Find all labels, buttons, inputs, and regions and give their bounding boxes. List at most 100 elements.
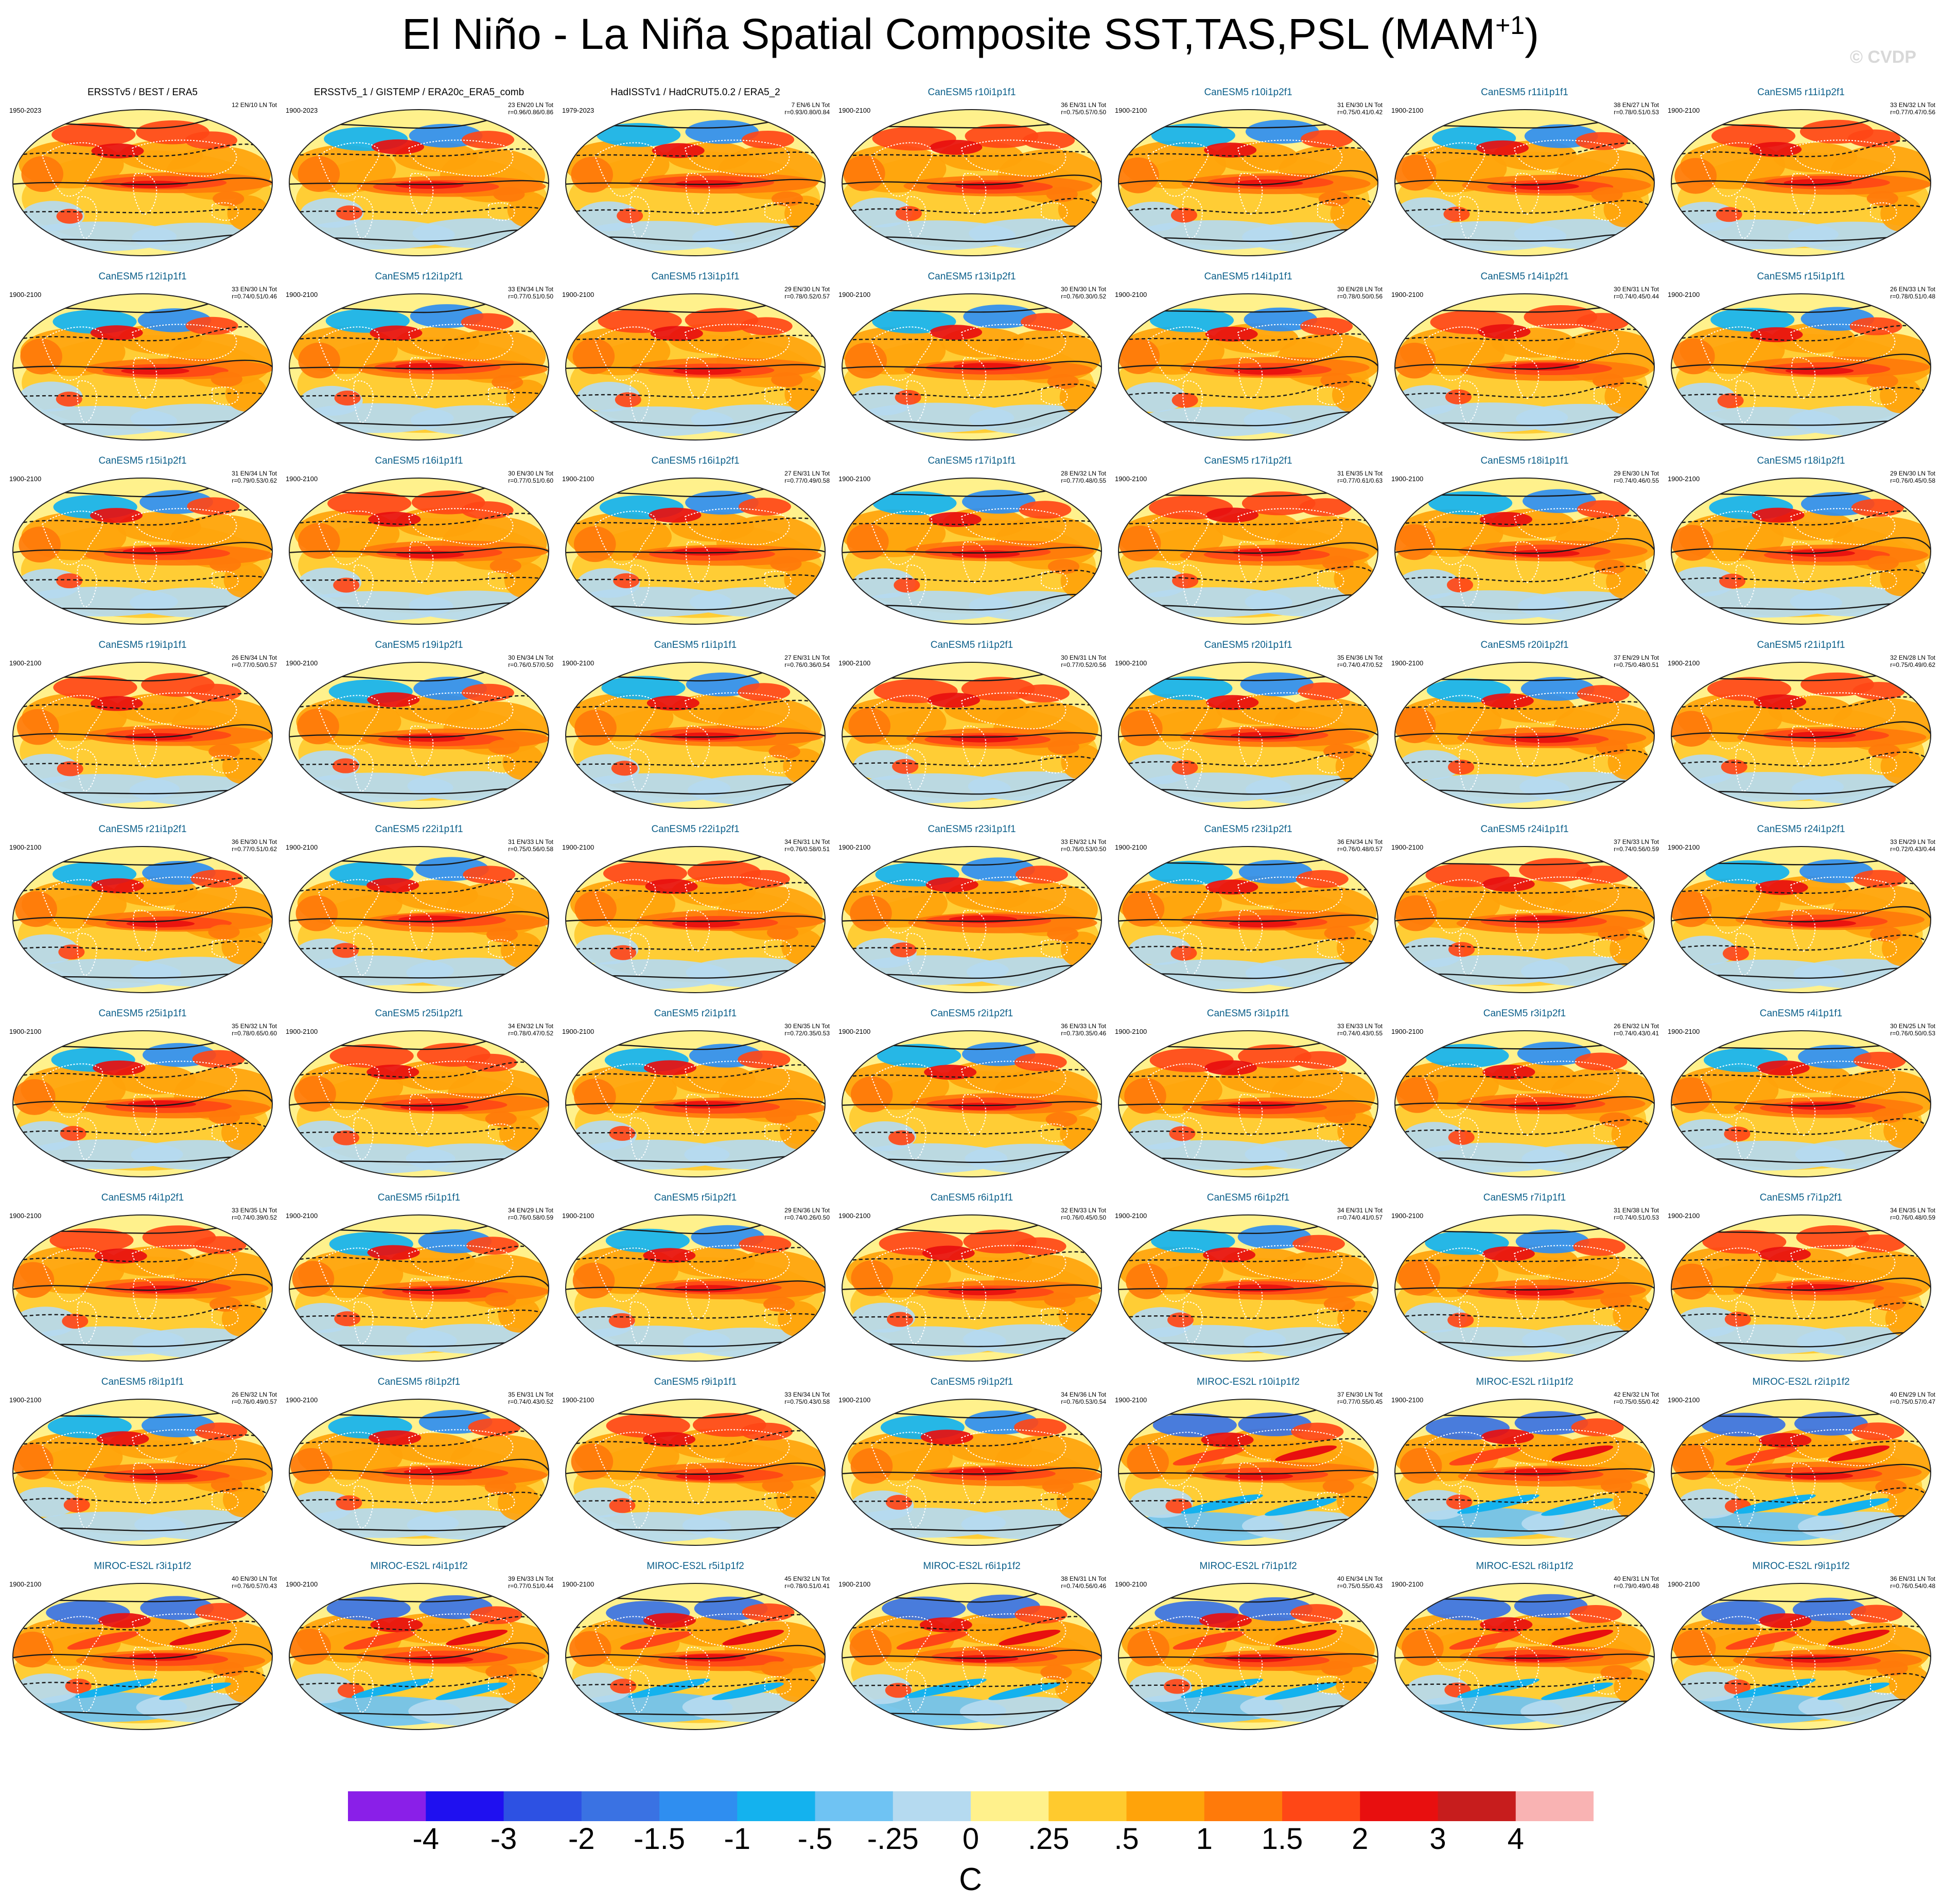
composite-map	[1671, 662, 1931, 809]
panel-event-counts: 37 EN/33 LN Tot	[1614, 838, 1659, 845]
map-panel: CanESM5 r5i1p2f1 1900-2100 29 EN/36 LN Tot…	[559, 1193, 832, 1373]
map-panel: MIROC-ES2L r7i1p1f2 1900-2100 40 EN/34 LN …	[1112, 1561, 1385, 1741]
panel-period: 1900-2100	[838, 475, 871, 483]
colorbar-swatch	[348, 1791, 426, 1821]
panel-correlations: r=0.77/0.51/0.44	[508, 1582, 553, 1590]
panel-title: MIROC-ES2L r4i1p1f2	[370, 1561, 468, 1572]
panel-event-counts: 38 EN/31 LN Tot	[1061, 1575, 1106, 1582]
panel-period: 1900-2100	[1115, 659, 1147, 667]
panel-period: 1900-2100	[1391, 1028, 1424, 1035]
panel-title: CanESM5 r11i1p1f1	[1481, 87, 1568, 98]
panel-correlations: r=0.75/0.43/0.58	[784, 1398, 830, 1405]
figure-title-main: El Niño - La Niña Spatial Composite SST,…	[401, 10, 1496, 58]
map-panel: CanESM5 r16i1p2f1 1900-2100 27 EN/31 LN To…	[559, 456, 832, 636]
panel-period: 1900-2100	[562, 1212, 594, 1220]
panel-event-counts: 29 EN/30 LN Tot	[1614, 470, 1659, 477]
panel-period: 1900-2100	[562, 659, 594, 667]
panel-correlations: r=0.74/0.43/0.52	[508, 1398, 553, 1405]
composite-map	[842, 846, 1102, 993]
panel-period: 1900-2100	[1668, 1028, 1700, 1035]
composite-map	[565, 1399, 826, 1546]
map-panel: CanESM5 r25i1p1f1 1900-2100 35 EN/32 LN To…	[6, 1009, 279, 1189]
map-panel: ERSSTv5 / BEST / ERA5 1950-2023 12 EN/10 L…	[6, 87, 279, 268]
colorbar-tick-label: -.25	[867, 1822, 919, 1856]
panel-event-counts: 34 EN/36 LN Tot	[1061, 1391, 1106, 1398]
panel-correlations: r=0.73/0.35/0.46	[1061, 1030, 1106, 1037]
composite-map	[12, 109, 273, 256]
panel-period: 1900-2100	[1115, 107, 1147, 114]
colorbar-tick-label: .25	[1027, 1822, 1070, 1856]
composite-map	[1671, 1030, 1931, 1177]
panel-period: 1900-2100	[562, 475, 594, 483]
panel-period: 1900-2100	[1668, 107, 1700, 114]
panel-correlations: r=0.77/0.51/0.60	[508, 477, 553, 484]
composite-map	[12, 846, 273, 993]
composite-map	[289, 109, 549, 256]
colorbar-swatch	[737, 1791, 815, 1821]
panel-correlations: r=0.77/0.50/0.57	[232, 661, 277, 668]
composite-map	[842, 293, 1102, 440]
panel-event-counts: 32 EN/33 LN Tot	[1061, 1207, 1106, 1214]
panel-event-counts: 30 EN/31 LN Tot	[1614, 286, 1659, 293]
composite-map	[289, 293, 549, 440]
panel-event-counts: 33 EN/32 LN Tot	[1890, 101, 1935, 109]
colorbar-tick-label: -4	[412, 1822, 440, 1856]
panel-event-counts: 33 EN/32 LN Tot	[1061, 838, 1106, 845]
panel-correlations: r=0.72/0.35/0.53	[784, 1030, 830, 1037]
panel-title: CanESM5 r9i1p2f1	[930, 1377, 1013, 1387]
panel-correlations: r=0.74/0.43/0.55	[1337, 1030, 1383, 1037]
panel-period: 1900-2100	[1115, 843, 1147, 851]
panel-period: 1900-2100	[838, 1580, 871, 1588]
panel-event-counts: 42 EN/32 LN Tot	[1614, 1391, 1659, 1398]
panel-correlations: r=0.76/0.53/0.54	[1061, 1398, 1106, 1405]
panel-title: CanESM5 r8i1p2f1	[377, 1377, 461, 1387]
panel-correlations: r=0.76/0.57/0.50	[508, 661, 553, 668]
composite-map	[1671, 1583, 1931, 1730]
colorbar-tick-label: -.5	[797, 1822, 833, 1856]
panel-event-counts: 35 EN/31 LN Tot	[508, 1391, 553, 1398]
panel-correlations: r=0.78/0.51/0.53	[1614, 109, 1659, 116]
panel-title: CanESM5 r15i1p1f1	[1757, 272, 1845, 282]
panel-event-counts: 40 EN/29 LN Tot	[1890, 1391, 1935, 1398]
panel-period: 1900-2100	[1668, 843, 1700, 851]
panel-period: 1900-2100	[9, 1212, 42, 1220]
panel-correlations: r=0.74/0.43/0.41	[1614, 1030, 1659, 1037]
panel-correlations: r=0.78/0.51/0.41	[784, 1582, 830, 1590]
map-panel: CanESM5 r20i1p2f1 1900-2100 37 EN/29 LN To…	[1388, 640, 1661, 820]
composite-map	[12, 662, 273, 809]
panel-event-counts: 30 EN/35 LN Tot	[784, 1022, 830, 1030]
panel-correlations: r=0.74/0.39/0.52	[232, 1214, 277, 1221]
panel-correlations: r=0.75/0.55/0.43	[1337, 1582, 1383, 1590]
panel-period: 1900-2100	[9, 291, 42, 298]
map-panel: CanESM5 r19i1p2f1 1900-2100 30 EN/34 LN To…	[283, 640, 555, 820]
colorbar-swatch	[503, 1791, 582, 1821]
panel-event-counts: 33 EN/35 LN Tot	[232, 1207, 277, 1214]
panel-period: 1900-2100	[286, 1212, 318, 1220]
panel-title: CanESM5 r6i1p1f1	[930, 1193, 1013, 1203]
panel-grid: ERSSTv5 / BEST / ERA5 1950-2023 12 EN/10 L…	[0, 87, 1941, 1744]
panel-title: CanESM5 r3i1p2f1	[1483, 1009, 1566, 1019]
panel-period: 1900-2100	[562, 843, 594, 851]
panel-period: 1900-2100	[286, 659, 318, 667]
panel-period: 1900-2100	[838, 1028, 871, 1035]
map-panel: CanESM5 r14i1p1f1 1900-2100 30 EN/28 LN To…	[1112, 272, 1385, 452]
composite-map	[1671, 293, 1931, 440]
composite-map	[1394, 1030, 1655, 1177]
composite-map	[1118, 1583, 1378, 1730]
panel-title: MIROC-ES2L r3i1p1f2	[94, 1561, 191, 1572]
colorbar-tick-label: 1.5	[1261, 1822, 1303, 1856]
panel-period: 1900-2100	[1115, 291, 1147, 298]
panel-correlations: r=0.77/0.49/0.58	[784, 477, 830, 484]
composite-map	[1671, 1214, 1931, 1362]
panel-title: CanESM5 r3i1p1f1	[1206, 1009, 1290, 1019]
composite-map	[842, 1399, 1102, 1546]
panel-title: MIROC-ES2L r10i1p1f2	[1197, 1377, 1300, 1387]
composite-map	[1118, 478, 1378, 625]
map-panel: CanESM5 r11i1p2f1 1900-2100 33 EN/32 LN To…	[1665, 87, 1937, 268]
map-panel: CanESM5 r22i1p1f1 1900-2100 31 EN/33 LN To…	[283, 824, 555, 1004]
panel-period: 1900-2100	[1668, 1580, 1700, 1588]
panel-title: CanESM5 r18i1p1f1	[1480, 456, 1569, 466]
panel-event-counts: 26 EN/33 LN Tot	[1890, 286, 1935, 293]
composite-map	[565, 293, 826, 440]
colorbar-swatch	[1048, 1791, 1127, 1821]
